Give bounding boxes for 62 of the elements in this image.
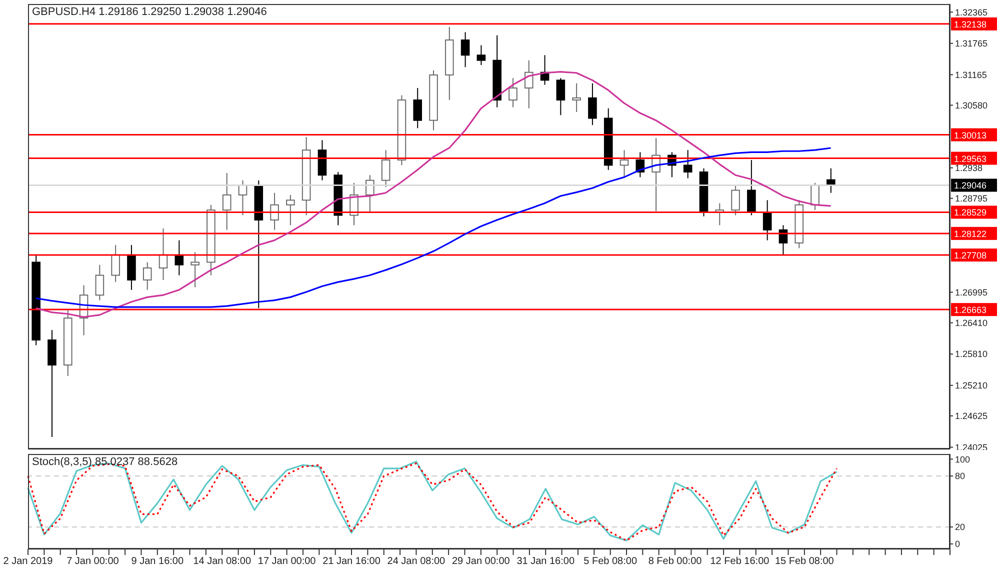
ref-line-label: 1.30013	[954, 130, 987, 140]
y-tick-label: 20	[955, 522, 966, 532]
ref-line-label: 1.27708	[954, 250, 987, 261]
y-tick-label: 1.26410	[955, 318, 988, 328]
x-tick-label: 21 Jan 16:00	[322, 556, 381, 568]
chart-title: Stoch(8,3,5) 85.0237 88.5628	[32, 456, 178, 468]
candlestick	[413, 87, 422, 129]
y-tick-label: 1.2938	[955, 163, 983, 174]
y-tick-label: 1.24025	[955, 442, 988, 452]
candlestick	[508, 78, 518, 108]
y-tick-label: 1.32365	[955, 7, 988, 18]
ref-line-label: 1.29046	[954, 180, 987, 191]
x-tick-label: 8 Feb 00:00	[648, 556, 702, 568]
y-tick-label: 1.25210	[955, 380, 988, 391]
candlestick	[460, 32, 470, 68]
ref-line-label: 1.26663	[954, 305, 987, 316]
x-tick-label: 7 Jan 00:00	[66, 556, 120, 568]
candlestick	[683, 150, 692, 179]
ref-line-label: 1.32138	[954, 19, 987, 30]
x-tick-label: 2 Jan 2019	[3, 556, 54, 568]
x-tick-label: 17 Jan 00:00	[258, 556, 316, 568]
candlestick	[381, 150, 390, 188]
candlestick	[747, 159, 756, 216]
y-tick-label: 0	[955, 539, 960, 550]
y-tick-label: 1.25810	[955, 349, 988, 360]
x-tick-label: 24 Jan 08:00	[387, 556, 446, 568]
candlestick	[95, 264, 104, 301]
candlestick	[588, 82, 597, 126]
candlestick	[572, 82, 581, 112]
candlestick	[222, 172, 232, 230]
y-tick-label: 1.24625	[955, 411, 988, 422]
ref-line-label: 1.29563	[954, 154, 987, 164]
y-tick-label: 1.28795	[955, 194, 988, 204]
candlestick	[524, 60, 534, 109]
ref-line-label: 1.28122	[954, 228, 987, 239]
chart-title: GBPUSD.H4 1.29186 1.29250 1.29038 1.29046	[32, 6, 267, 18]
candlestick	[620, 150, 629, 178]
candlestick	[270, 192, 279, 230]
x-tick-label: 14 Jan 08:00	[193, 556, 252, 568]
candlestick	[142, 262, 152, 290]
y-tick-label: 1.31165	[955, 70, 987, 80]
ref-line-label: 1.28529	[954, 208, 987, 218]
line-series	[35, 71, 832, 318]
x-tick-label: 15 Feb 08:00	[774, 556, 834, 568]
y-tick-label: 1.31765	[955, 38, 988, 49]
x-tick-label: 31 Jan 16:00	[516, 556, 575, 568]
line-series	[35, 147, 832, 308]
candlestick	[762, 200, 772, 241]
candlestick	[111, 244, 120, 283]
candlestick	[190, 252, 200, 288]
x-tick-label: 29 Jan 00:00	[452, 556, 510, 568]
y-tick-label: 100	[955, 454, 970, 464]
candlestick	[476, 44, 486, 66]
candlestick	[286, 194, 295, 226]
y-tick-label: 1.26995	[955, 287, 988, 298]
x-tick-label: 5 Feb 08:00	[584, 556, 638, 568]
x-tick-label: 9 Jan 16:00	[131, 556, 184, 568]
candlestick	[556, 78, 566, 116]
y-tick-label: 1.30580	[955, 100, 988, 110]
candlestick	[731, 184, 740, 216]
y-tick-label: 80	[955, 471, 966, 482]
x-tick-label: 12 Feb 16:00	[710, 556, 770, 568]
